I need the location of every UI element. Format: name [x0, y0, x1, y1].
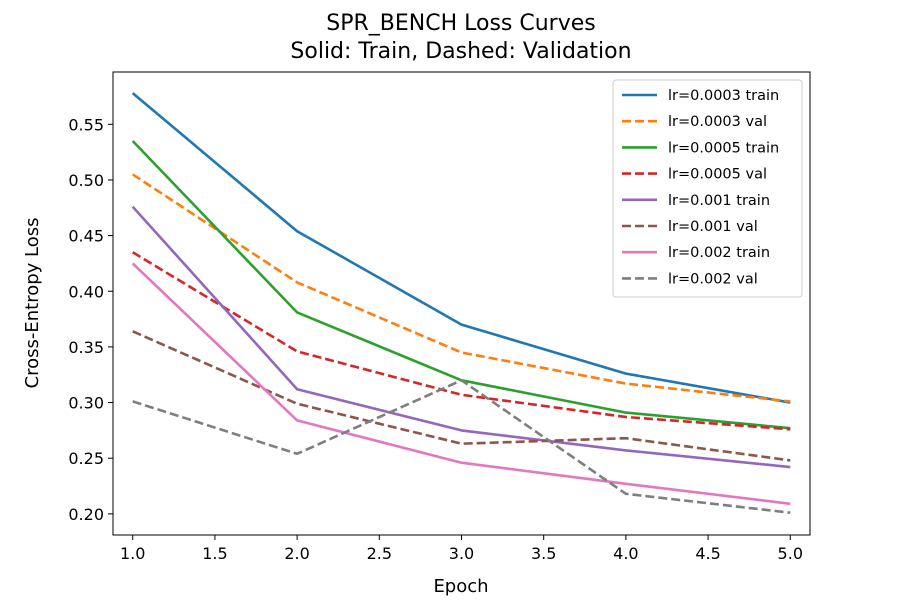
y-tick-label: 0.50 — [68, 171, 104, 190]
series-layer — [131, 92, 791, 514]
x-tick-label: 5.0 — [778, 544, 803, 563]
y-tick-label: 0.40 — [68, 282, 104, 301]
y-tick-label: 0.35 — [68, 338, 104, 357]
plot-frame — [112, 71, 811, 536]
x-tick-label: 3.0 — [449, 544, 474, 563]
legend: lr=0.0003 train lr=0.0003 val lr=0.0005 tr… — [612, 79, 803, 298]
x-axis-ticks: 1.0 1.5 2.0 2.5 3.0 3.5 4.0 4.5 5.0 — [120, 535, 803, 563]
y-tick-label: 0.20 — [68, 505, 104, 524]
chart-title: SPR_BENCH Loss Curves — [326, 11, 595, 36]
x-tick-label: 2.5 — [367, 544, 392, 563]
series-line-8 — [132, 378, 791, 514]
series-line-5 — [131, 205, 791, 469]
legend-label: lr=0.001 train — [668, 193, 770, 209]
series-line-2 — [131, 173, 791, 403]
series-line-7 — [131, 262, 791, 506]
x-tick-label: 3.5 — [531, 544, 556, 563]
legend-label: lr=0.002 train — [668, 245, 770, 261]
y-axis-label: Cross-Entropy Loss — [22, 218, 43, 389]
y-tick-label: 0.30 — [68, 394, 104, 413]
legend-label: lr=0.0005 val — [668, 167, 767, 183]
x-axis-label: Epoch — [433, 576, 488, 597]
y-tick-label: 0.55 — [68, 115, 104, 134]
legend-box — [612, 79, 803, 298]
legend-label: lr=0.0005 train — [668, 140, 779, 156]
y-tick-label: 0.45 — [68, 227, 104, 246]
x-tick-label: 4.5 — [695, 544, 720, 563]
x-tick-label: 1.5 — [202, 544, 227, 563]
x-tick-label: 2.0 — [284, 544, 309, 563]
legend-label: lr=0.0003 val — [668, 114, 767, 130]
chart-subtitle: Solid: Train, Dashed: Validation — [290, 39, 631, 64]
x-tick-label: 1.0 — [120, 544, 145, 563]
legend-entries: lr=0.0003 train lr=0.0003 val lr=0.0005 tr… — [622, 88, 779, 287]
y-tick-label: 0.25 — [68, 449, 104, 468]
legend-label: lr=0.001 val — [668, 219, 758, 235]
legend-label: lr=0.0003 train — [668, 88, 779, 104]
y-axis-ticks: 0.20 0.25 0.30 0.35 0.40 0.45 0.50 0.55 — [68, 115, 113, 524]
x-tick-label: 4.0 — [613, 544, 638, 563]
series-line-6 — [132, 330, 791, 462]
series-line-1 — [131, 92, 791, 404]
legend-label: lr=0.002 val — [668, 271, 758, 287]
